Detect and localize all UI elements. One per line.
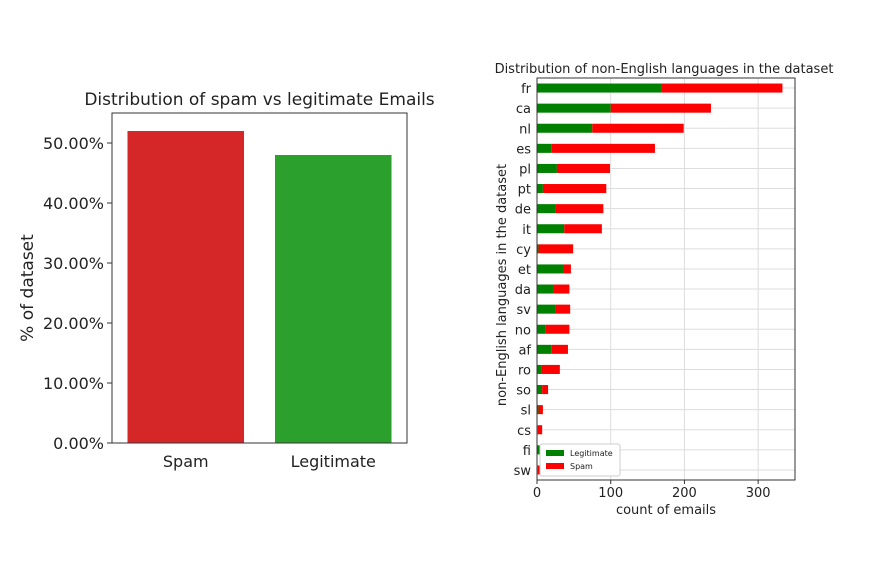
chart2-bar-so-spam [542,385,549,395]
chart2-axes-frame [536,77,796,481]
chart1-title: Distribution of spam vs legitimate Email… [84,90,434,110]
chart1-xtick-label: Spam [163,452,209,471]
chart2-bar-sw-spam [537,465,541,475]
chart2-ytick-label: af [518,343,531,358]
chart2-ytick-label: cs [517,424,531,439]
chart1-axes-frame [111,112,408,444]
chart2-legend-label: Spam [570,462,593,471]
chart2-bar-nl-legitimate [537,123,593,133]
chart1-ylabel: % of dataset [18,234,38,342]
chart2-xtick-label: 200 [672,486,697,501]
chart2-bar-et-spam [563,264,571,274]
chart2-xtick-label: 100 [598,486,623,501]
chart2-ytick-label: no [515,323,531,338]
chart2-bar-et-legitimate [537,264,564,274]
chart2-legend-label: Legitimate [570,449,613,458]
chart2-bar-sl-spam [538,405,543,415]
chart2-legend-swatch-spam [546,463,564,469]
chart2-bar-fr-legitimate [537,83,662,93]
chart1-ytick-label: 20.00% [43,314,104,333]
chart2-bar-cy-spam [538,244,574,254]
chart1-ytick-label: 40.00% [43,194,104,213]
chart2-ytick-label: cy [516,243,531,258]
chart2-ytick-label: pt [518,183,531,198]
chart2-xtick-label: 0 [533,486,541,501]
chart2-bar-pl-spam [556,163,610,173]
chart2-bar-so-legitimate [537,385,543,395]
chart2-ytick-label: nl [519,122,531,137]
chart2-legend-swatch-legitimate [546,450,564,456]
chart1-xtick-label: Legitimate [291,452,376,471]
chart2-bar-ca-spam [610,103,711,113]
chart2-ytick-label: pl [519,162,531,177]
chart1-ytick-label: 50.00% [43,134,104,153]
chart1-bar-legitimate [274,155,392,443]
chart2-bar-sv-legitimate [537,304,556,314]
chart2-ytick-label: da [515,283,531,298]
chart2-ytick-label: so [516,384,531,399]
chart2-ytick-label: ro [518,363,531,378]
chart2-bar-pt-spam [542,184,607,194]
chart2-ytick-label: ca [516,102,531,117]
chart2-bar-da-spam [553,284,570,294]
chart2-ytick-label: de [515,203,531,218]
chart2-bar-it-spam [564,224,602,234]
chart2-bar-it-legitimate [537,224,565,234]
chart2-xlabel: count of emails [616,503,716,518]
chart2-bar-de-spam [555,204,604,214]
chart2-ytick-label: fi [523,444,531,459]
chart2-bar-sl-legitimate [537,405,539,415]
chart2-bar-de-legitimate [537,204,556,214]
chart1-ytick-label: 10.00% [43,374,104,393]
chart2-ytick-label: et [518,263,531,278]
chart2-ytick-label: sl [521,404,531,419]
chart2-ylabel: non-English languages in the dataset [495,164,510,406]
chart2-bar-af-legitimate [537,344,552,354]
chart2-bar-pl-legitimate [537,163,557,173]
chart2-bar-fi-legitimate [537,445,540,455]
chart2-ytick-label: es [516,142,531,157]
chart2-bar-no-legitimate [537,324,546,334]
chart2-bar-ro-legitimate [537,364,542,374]
chart2-ytick-label: it [522,223,531,238]
chart1-ytick-label: 30.00% [43,254,104,273]
chart2-bar-pt-legitimate [537,184,543,194]
chart2-bar-cs-spam [537,425,543,435]
chart2-bar-nl-spam [592,123,684,133]
chart2-bar-es-spam [551,143,655,153]
chart2-title: Distribution of non-English languages in… [495,62,834,77]
chart1-ytick-label: 0.00% [53,434,104,453]
chart2-bar-ro-spam [541,364,560,374]
chart2-ytick-label: fr [521,82,532,97]
chart2-bar-ca-legitimate [537,103,611,113]
chart2-xtick-label: 300 [746,486,771,501]
chart2-ytick-label: sw [514,464,532,479]
chart2-ytick-label: sv [517,303,532,318]
chart1-bar-spam [127,131,245,443]
chart2-bar-no-spam [545,324,570,334]
chart2-bar-cy-legitimate [537,244,539,254]
chart2-bar-da-legitimate [537,284,554,294]
chart2-bar-sv-spam [555,304,571,314]
chart2-bar-fr-spam [661,83,783,93]
chart2-bar-es-legitimate [537,143,552,153]
chart2-bar-af-spam [551,344,568,354]
